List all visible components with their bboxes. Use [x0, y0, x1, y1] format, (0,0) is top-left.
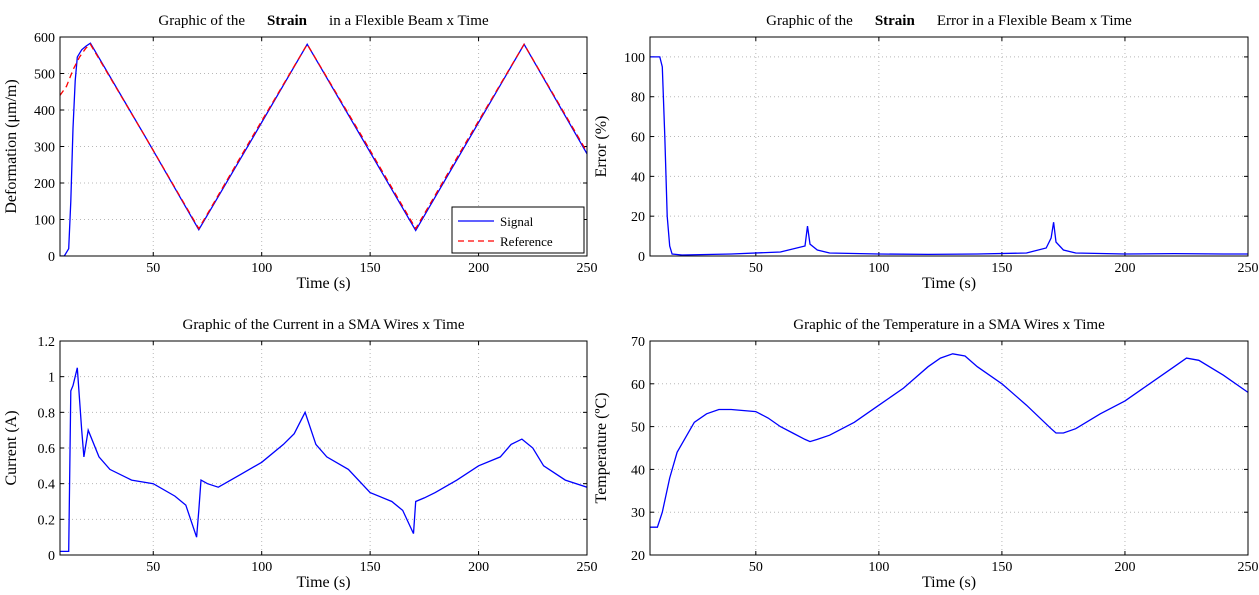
plot-frame	[649, 36, 1249, 257]
y-axis-label: Error (%)	[593, 116, 610, 178]
x-tick-label: 200	[468, 560, 489, 575]
series-line-1	[650, 56, 1248, 256]
y-tick-label: 100	[624, 51, 645, 66]
chart-panel-4: 50 100 150 200 250 20 30 40 50 60 70 Graphic of the…	[593, 317, 1259, 591]
x-tick-label: 200	[1114, 560, 1135, 575]
x-tick-label: 50	[749, 560, 763, 575]
chart-title-part: Graphic of the Temperature in a SMA Wire…	[793, 317, 1105, 333]
y-tick-label: 1.2	[38, 335, 56, 350]
y-tick-label: 70	[631, 335, 645, 350]
x-axis-label: Time (s)	[296, 275, 350, 292]
chart-title-part: Error in a Flexible Beam x Time	[937, 13, 1132, 29]
x-tick-label: 100	[868, 261, 889, 276]
x-axis-label: Time (s)	[922, 574, 976, 591]
y-tick-label: 20	[631, 549, 645, 564]
y-tick-label: 0.2	[38, 513, 56, 528]
y-tick-label: 0.4	[38, 478, 56, 493]
x-tick-label: 200	[468, 261, 489, 276]
y-tick-label: 0	[48, 250, 55, 265]
chart-title: Graphic of the Temperature in a SMA Wire…	[793, 317, 1105, 333]
chart-panel-1: 50 100 150 200 250 0 100 200 300 400 500 600 Graphic…	[3, 13, 598, 292]
chart-title: Graphic of the Current in a SMA Wires x …	[182, 317, 464, 333]
y-tick-label: 100	[34, 214, 55, 229]
x-tick-label: 150	[991, 261, 1012, 276]
legend: Signal Reference	[451, 206, 585, 254]
plot-frame	[59, 340, 588, 556]
legend-label: Reference	[500, 234, 553, 249]
x-tick-label: 100	[251, 560, 272, 575]
x-axis-label: Time (s)	[922, 275, 976, 292]
y-tick-label: 500	[34, 68, 55, 83]
chart-title: Graphic of the Strain Error in a Flexible …	[766, 13, 1132, 29]
x-tick-label: 100	[868, 560, 889, 575]
y-tick-label: 200	[34, 177, 55, 192]
series-line-1	[650, 353, 1248, 528]
x-tick-label: 100	[251, 261, 272, 276]
x-tick-label: 250	[577, 261, 598, 276]
y-tick-label: 40	[631, 463, 645, 478]
chart-title-part: Strain	[267, 13, 308, 29]
chart-panel-2: 50 100 150 200 250 0 20 40 60 80 100 Graphic of the…	[593, 13, 1259, 292]
y-axis-label: Current (A)	[3, 410, 20, 485]
chart-title-part: Graphic of the	[766, 13, 853, 29]
series-line-signal	[60, 42, 587, 256]
legend-label: Signal	[500, 214, 534, 229]
y-tick-label: 50	[631, 421, 645, 436]
x-tick-label: 150	[360, 560, 381, 575]
y-tick-label: 80	[631, 91, 645, 106]
chart-panel-3: 50 100 150 200 250 0 0.2 0.4 0.6 0.8 1 1.2 Graphic o…	[3, 317, 598, 591]
x-tick-label: 250	[1238, 560, 1259, 575]
x-tick-label: 250	[577, 560, 598, 575]
y-axis-label: Temperature (ºC)	[593, 393, 610, 504]
y-tick-label: 60	[631, 378, 645, 393]
chart-title-part: in a Flexible Beam x Time	[329, 13, 489, 29]
y-tick-label: 600	[34, 31, 55, 46]
plot-frame	[649, 340, 1249, 556]
chart-title-part: Graphic of the	[158, 13, 245, 29]
y-tick-label: 30	[631, 506, 645, 521]
x-tick-label: 150	[991, 560, 1012, 575]
y-tick-label: 300	[34, 141, 55, 156]
y-tick-label: 1	[48, 371, 55, 386]
y-tick-label: 400	[34, 104, 55, 119]
y-tick-label: 0	[48, 549, 55, 564]
series-line-reference	[60, 43, 587, 230]
x-axis-label: Time (s)	[296, 574, 350, 591]
y-tick-label: 60	[631, 131, 645, 146]
x-tick-label: 250	[1238, 261, 1259, 276]
y-tick-label: 20	[631, 210, 645, 225]
x-tick-label: 50	[146, 560, 160, 575]
legend-box	[451, 206, 585, 254]
chart-title-part: Strain	[875, 13, 916, 29]
series-line-1	[60, 367, 587, 553]
plot-frame	[59, 36, 588, 257]
chart-title: Graphic of the Strain in a Flexible Beam x…	[158, 13, 489, 29]
x-tick-label: 200	[1114, 261, 1135, 276]
x-tick-label: 50	[749, 261, 763, 276]
x-tick-label: 50	[146, 261, 160, 276]
y-tick-label: 0.6	[38, 442, 56, 457]
y-axis-label: Deformation (μm/m)	[3, 79, 20, 213]
y-tick-label: 0	[638, 250, 645, 265]
x-tick-label: 150	[360, 261, 381, 276]
y-tick-label: 0.8	[38, 406, 56, 421]
y-tick-label: 40	[631, 170, 645, 185]
chart-title-part: Graphic of the Current in a SMA Wires x …	[182, 317, 464, 333]
